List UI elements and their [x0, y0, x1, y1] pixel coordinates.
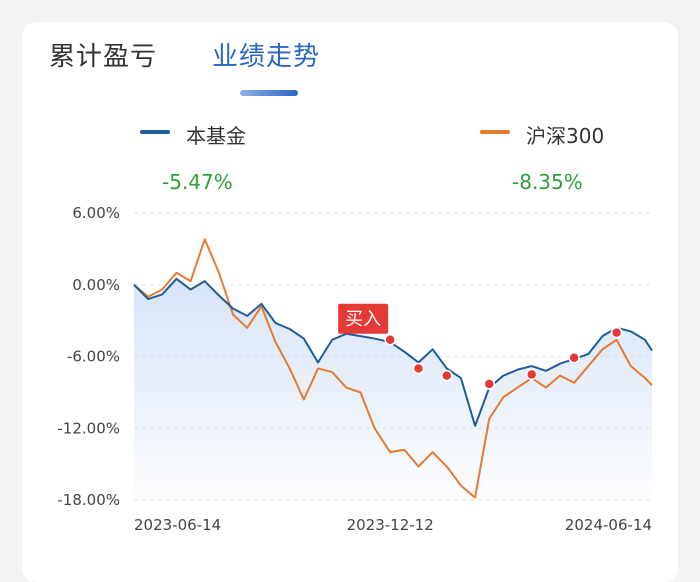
index-legend-label: 沪深300 — [526, 124, 605, 148]
transaction-marker — [610, 326, 623, 339]
index-line-swatch — [480, 130, 510, 134]
transaction-marker — [525, 368, 538, 381]
tab-performance-trend[interactable]: 业绩走势 — [212, 42, 321, 72]
index-series-line — [133, 238, 653, 499]
tab-bar: 累计盈亏 业绩走势 — [22, 22, 678, 102]
y-tick-label: -12.00% — [57, 419, 120, 437]
transaction-marker — [483, 378, 495, 390]
transaction-marker — [441, 369, 453, 382]
y-tick-label: 6.00% — [72, 204, 120, 222]
fund-return-value: -5.47% — [162, 170, 233, 194]
y-tick-label: 0.00% — [72, 276, 120, 294]
tab-cumulative-pnl[interactable]: 累计盈亏 — [49, 42, 158, 72]
x-tick-label: 2023-12-12 — [347, 516, 434, 534]
transaction-marker — [384, 334, 396, 346]
active-tab-indicator — [240, 90, 298, 96]
x-tick-label: 2024-06-14 — [565, 516, 652, 534]
fund-area-fill — [134, 278, 652, 500]
performance-chart: 6.00% 0.00% -6.00% -12.00% -18.00% 2023-06-14… — [57, 204, 653, 534]
fund-line-swatch — [140, 130, 170, 134]
y-tick-label: -18.00% — [57, 491, 120, 509]
index-return-value: -8.35% — [512, 170, 583, 194]
fund-legend-label: 本基金 — [186, 124, 246, 148]
transaction-marker — [412, 362, 425, 375]
x-tick-label: 2023-06-14 — [134, 516, 221, 534]
buy-tag-background — [338, 303, 389, 334]
y-tick-label: -6.00% — [67, 348, 120, 366]
buy-tag-label: 买入 — [345, 309, 381, 330]
transaction-marker — [568, 351, 580, 364]
